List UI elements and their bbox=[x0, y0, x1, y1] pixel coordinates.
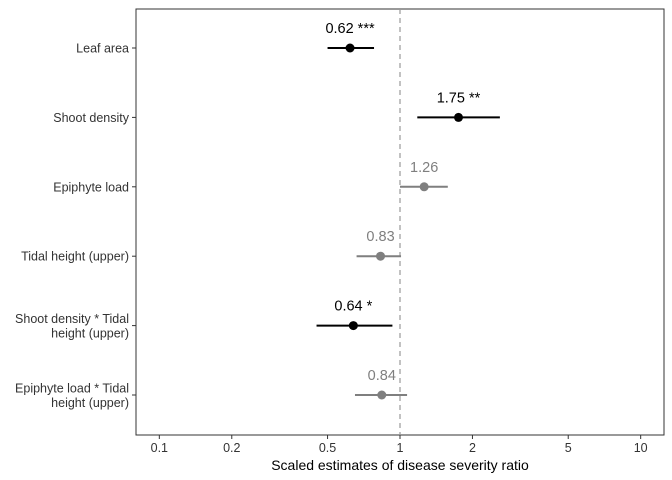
y-axis-label: Tidal height (upper) bbox=[21, 250, 129, 264]
x-tick-label: 0.2 bbox=[223, 441, 240, 455]
x-tick-label: 1 bbox=[397, 441, 404, 455]
y-axis-label: Shoot density bbox=[53, 111, 129, 125]
estimate-label: 0.62 *** bbox=[325, 21, 375, 37]
estimates-group: 0.62 *** 1.75 ** 1.26 0.83 0.64 * 0.84 bbox=[316, 21, 500, 400]
x-tick-label: 0.1 bbox=[151, 441, 168, 455]
x-axis-title: Scaled estimates of disease severity rat… bbox=[271, 457, 529, 473]
x-tick-label: 2 bbox=[469, 441, 476, 455]
y-axis-labels: Leaf area Shoot density Epiphyte load Tidal… bbox=[15, 42, 136, 410]
x-tick-label: 0.5 bbox=[319, 441, 336, 455]
estimate-label: 1.26 bbox=[410, 160, 438, 176]
estimate-label: 1.75 ** bbox=[437, 90, 481, 106]
estimate-point bbox=[419, 182, 429, 192]
x-tick-label: 10 bbox=[634, 441, 648, 455]
y-axis-label: Shoot density * Tidal bbox=[15, 312, 129, 326]
y-axis-label: height (upper) bbox=[51, 396, 129, 410]
estimate-label: 0.83 bbox=[366, 229, 394, 245]
x-tick-label: 5 bbox=[565, 441, 572, 455]
estimate-label: 0.64 * bbox=[334, 299, 372, 315]
x-axis: 0.1 0.2 0.5 1 2 5 10 bbox=[151, 435, 648, 455]
estimate-point bbox=[376, 251, 386, 261]
estimate-point bbox=[377, 390, 387, 400]
y-axis-label: height (upper) bbox=[51, 326, 129, 340]
estimate-point bbox=[345, 43, 355, 53]
estimate-point bbox=[453, 112, 463, 122]
estimate-label: 0.84 bbox=[368, 368, 396, 384]
y-axis-label: Epiphyte load * Tidal bbox=[15, 381, 129, 395]
y-axis-label: Leaf area bbox=[76, 42, 129, 56]
y-axis-label: Epiphyte load bbox=[53, 180, 129, 194]
estimate-point bbox=[348, 321, 358, 331]
